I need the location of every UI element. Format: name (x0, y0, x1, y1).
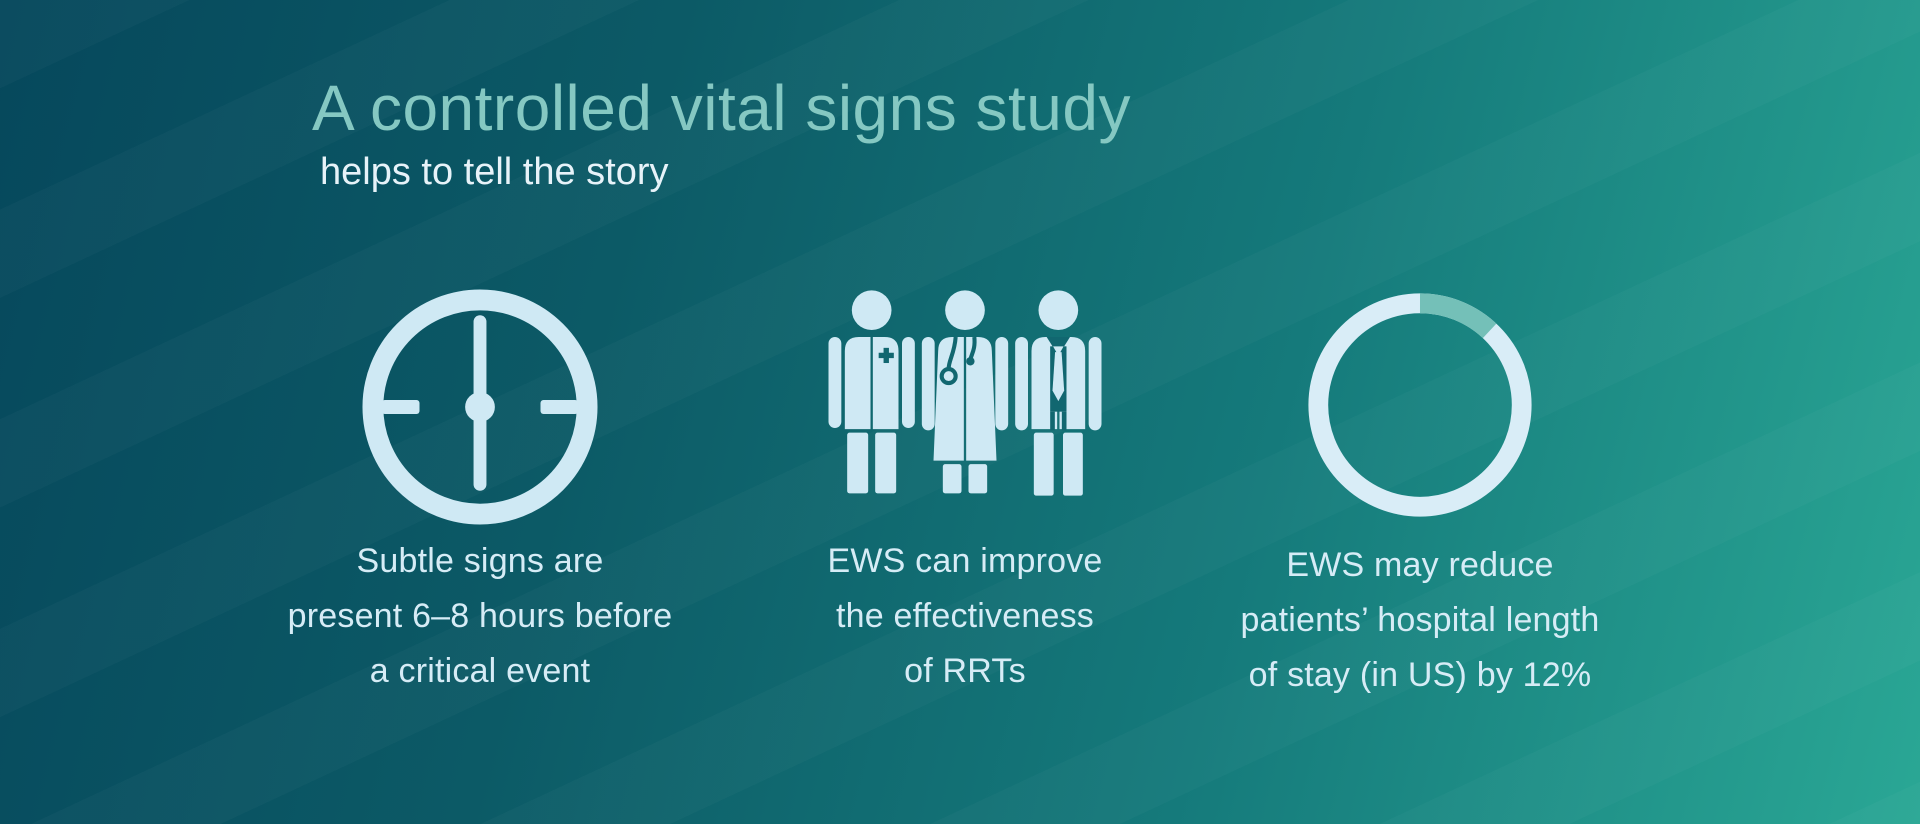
doctor-figure (921, 290, 1009, 494)
clock-ring (362, 289, 598, 525)
caption-line: EWS can improve (827, 542, 1103, 580)
stat-caption: EWS may reduce patients’ hospital length… (1190, 538, 1650, 703)
clock-tick-9 (381, 400, 420, 414)
page-title: A controlled vital signs study (312, 72, 1131, 144)
clock-center-dot (465, 392, 495, 422)
stat-caption: EWS can improve the effectiveness of RRT… (735, 534, 1195, 699)
stethoscope-icon (939, 336, 977, 386)
caption-line: present 6–8 hours before (287, 597, 673, 635)
clock-tick-3 (540, 400, 579, 414)
medical-team-icon (735, 288, 1195, 530)
donut-segment (1419, 293, 1497, 339)
donut-chart-icon (1190, 288, 1650, 534)
clock-icon (250, 288, 710, 530)
page-subtitle: helps to tell the story (320, 151, 669, 193)
caption-line: the effectiveness (836, 597, 1094, 635)
stat-rrt-effectiveness: EWS can improve the effectiveness of RRT… (735, 288, 1195, 699)
caption-line: of RRTs (904, 652, 1026, 690)
necktie-icon (1052, 346, 1065, 402)
stat-length-of-stay: EWS may reduce patients’ hospital length… (1190, 288, 1650, 703)
caption-line: EWS may reduce (1286, 546, 1554, 584)
caption-line: of stay (in US) by 12% (1248, 656, 1592, 694)
caption-line: patients’ hospital length (1240, 601, 1600, 639)
stat-caption: Subtle signs are present 6–8 hours befor… (250, 534, 710, 699)
nurse-figure (828, 290, 915, 494)
administrator-figure (1015, 290, 1102, 496)
stat-early-signs: Subtle signs are present 6–8 hours befor… (250, 288, 710, 699)
caption-line: a critical event (369, 652, 591, 690)
medical-cross-icon (878, 347, 894, 364)
caption-line: Subtle signs are (356, 542, 604, 580)
donut-ring (1308, 293, 1532, 517)
